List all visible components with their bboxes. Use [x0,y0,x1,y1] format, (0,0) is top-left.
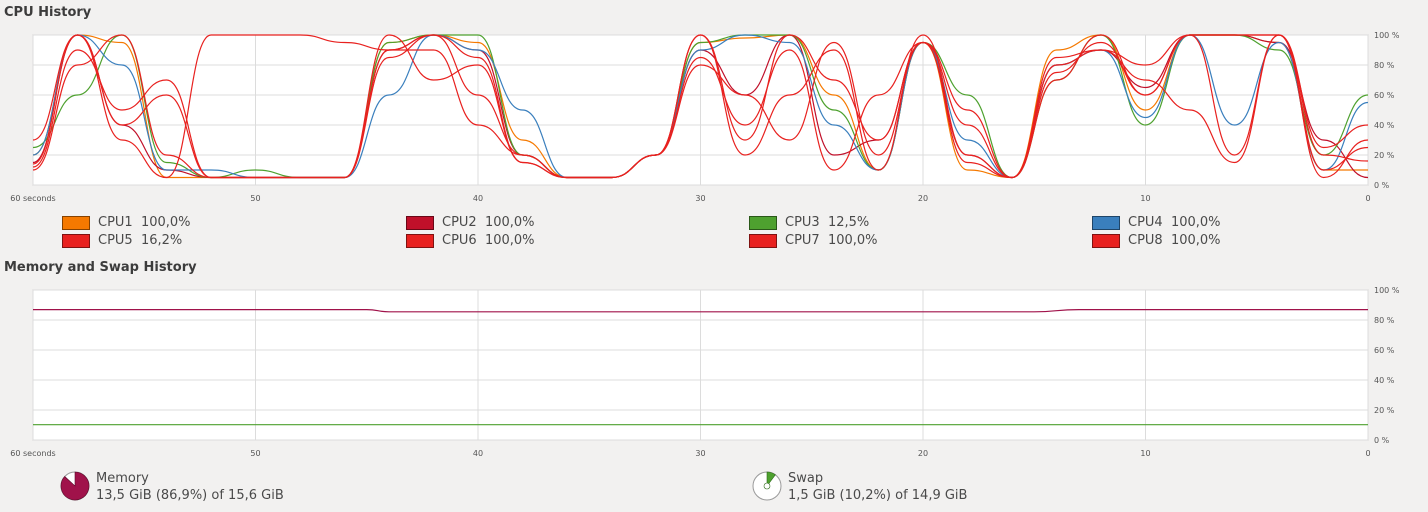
cpu-legend-item-cpu4[interactable]: CPU4 100,0% [1092,215,1221,231]
cpu-legend-text: CPU1 100,0% [98,215,191,230]
color-swatch[interactable] [1092,234,1120,248]
color-swatch[interactable] [62,234,90,248]
cpu-legend-text: CPU7 100,0% [785,233,878,248]
color-swatch[interactable] [62,216,90,230]
cpu-x-tick-label: 30 [695,194,705,203]
mem-y-tick-label: 100 % [1374,286,1400,295]
color-swatch[interactable] [406,234,434,248]
cpu-legend-item-cpu1[interactable]: CPU1 100,0% [62,215,191,231]
memory-legend: Memory 13,5 GiB (86,9%) of 15,6 GiB [96,470,284,504]
cpu-y-tick-label: 100 % [1374,31,1400,40]
cpu-y-tick-label: 20 % [1374,151,1395,160]
cpu-legend-text: CPU8 100,0% [1128,233,1221,248]
memory-value: 13,5 GiB (86,9%) of 15,6 GiB [96,488,284,503]
cpu-legend-item-cpu7[interactable]: CPU7 100,0% [749,233,878,249]
swap-pie-icon [752,471,782,501]
cpu-x-tick-label: 0 [1365,194,1370,203]
memory-swap-history-graph: 100 % 80 % 60 % 40 % 20 % 0 % 60 seconds 50 40 30… [10,286,1400,458]
cpu-y-tick-label: 80 % [1374,61,1395,70]
cpu-y-tick-label: 60 % [1374,91,1395,100]
cpu-legend-text: CPU6 100,0% [442,233,535,248]
cpu-legend-text: CPU3 12,5% [785,215,870,230]
swap-legend: Swap 1,5 GiB (10,2%) of 14,9 GiB [788,470,967,504]
swap-value: 1,5 GiB (10,2%) of 14,9 GiB [788,488,968,503]
memory-swap-history-title: Memory and Swap History [4,260,197,275]
cpu-legend-item-cpu3[interactable]: CPU3 12,5% [749,215,869,231]
cpu-series-cpu8 [32,34,1369,179]
mem-y-tick-label: 0 % [1374,436,1390,445]
cpu-x-tick-label: 40 [473,194,483,203]
mem-x-tick-label: 30 [695,449,705,458]
mem-x-tick-label: 20 [918,449,928,458]
memory-label: Memory [96,471,149,486]
cpu-legend-item-cpu6[interactable]: CPU6 100,0% [406,233,535,249]
cpu-x-tick-label: 50 [250,194,260,203]
cpu-legend-item-cpu8[interactable]: CPU8 100,0% [1092,233,1221,249]
mem-y-tick-label: 40 % [1374,376,1395,385]
mem-x-tick-label: 0 [1365,449,1370,458]
memory-pie-wedge [60,471,90,501]
cpu-legend: CPU1 100,0% CPU2 100,0% CPU3 12,5% CPU4 100… [62,215,1221,249]
swap-label: Swap [788,471,824,486]
cpu-x-tick-label: 60 seconds [10,194,55,203]
cpu-legend-text: CPU4 100,0% [1128,215,1221,230]
mem-y-tick-label: 60 % [1374,346,1395,355]
cpu-y-tick-label: 40 % [1374,121,1395,130]
cpu-history-graph: 100 % 80 % 60 % 40 % 20 % 0 % 60 seconds 50 40 30… [10,31,1400,203]
mem-y-tick-label: 20 % [1374,406,1395,415]
mem-x-tick-label: 10 [1140,449,1150,458]
mem-x-tick-label: 40 [473,449,483,458]
color-swatch[interactable] [1092,216,1120,230]
cpu-x-tick-label: 10 [1140,194,1150,203]
mem-x-tick-label: 60 seconds [10,449,55,458]
cpu-y-tick-label: 0 % [1374,181,1390,190]
color-swatch[interactable] [749,216,777,230]
cpu-legend-text: CPU5 16,2% [98,233,183,248]
cpu-legend-text: CPU2 100,0% [442,215,535,230]
cpu-x-tick-label: 20 [918,194,928,203]
memory-pie-icon [60,471,90,501]
color-swatch[interactable] [749,234,777,248]
swap-pie-wedge [766,471,776,487]
mem-x-tick-label: 50 [250,449,260,458]
mem-series-memory [32,308,1368,313]
cpu-legend-item-cpu5[interactable]: CPU5 16,2% [62,233,182,249]
cpu-history-title: CPU History [4,5,92,20]
cpu-series-cpu3 [32,34,1369,179]
cpu-legend-item-cpu2[interactable]: CPU2 100,0% [406,215,535,231]
mem-y-tick-label: 80 % [1374,316,1395,325]
color-swatch[interactable] [406,216,434,230]
